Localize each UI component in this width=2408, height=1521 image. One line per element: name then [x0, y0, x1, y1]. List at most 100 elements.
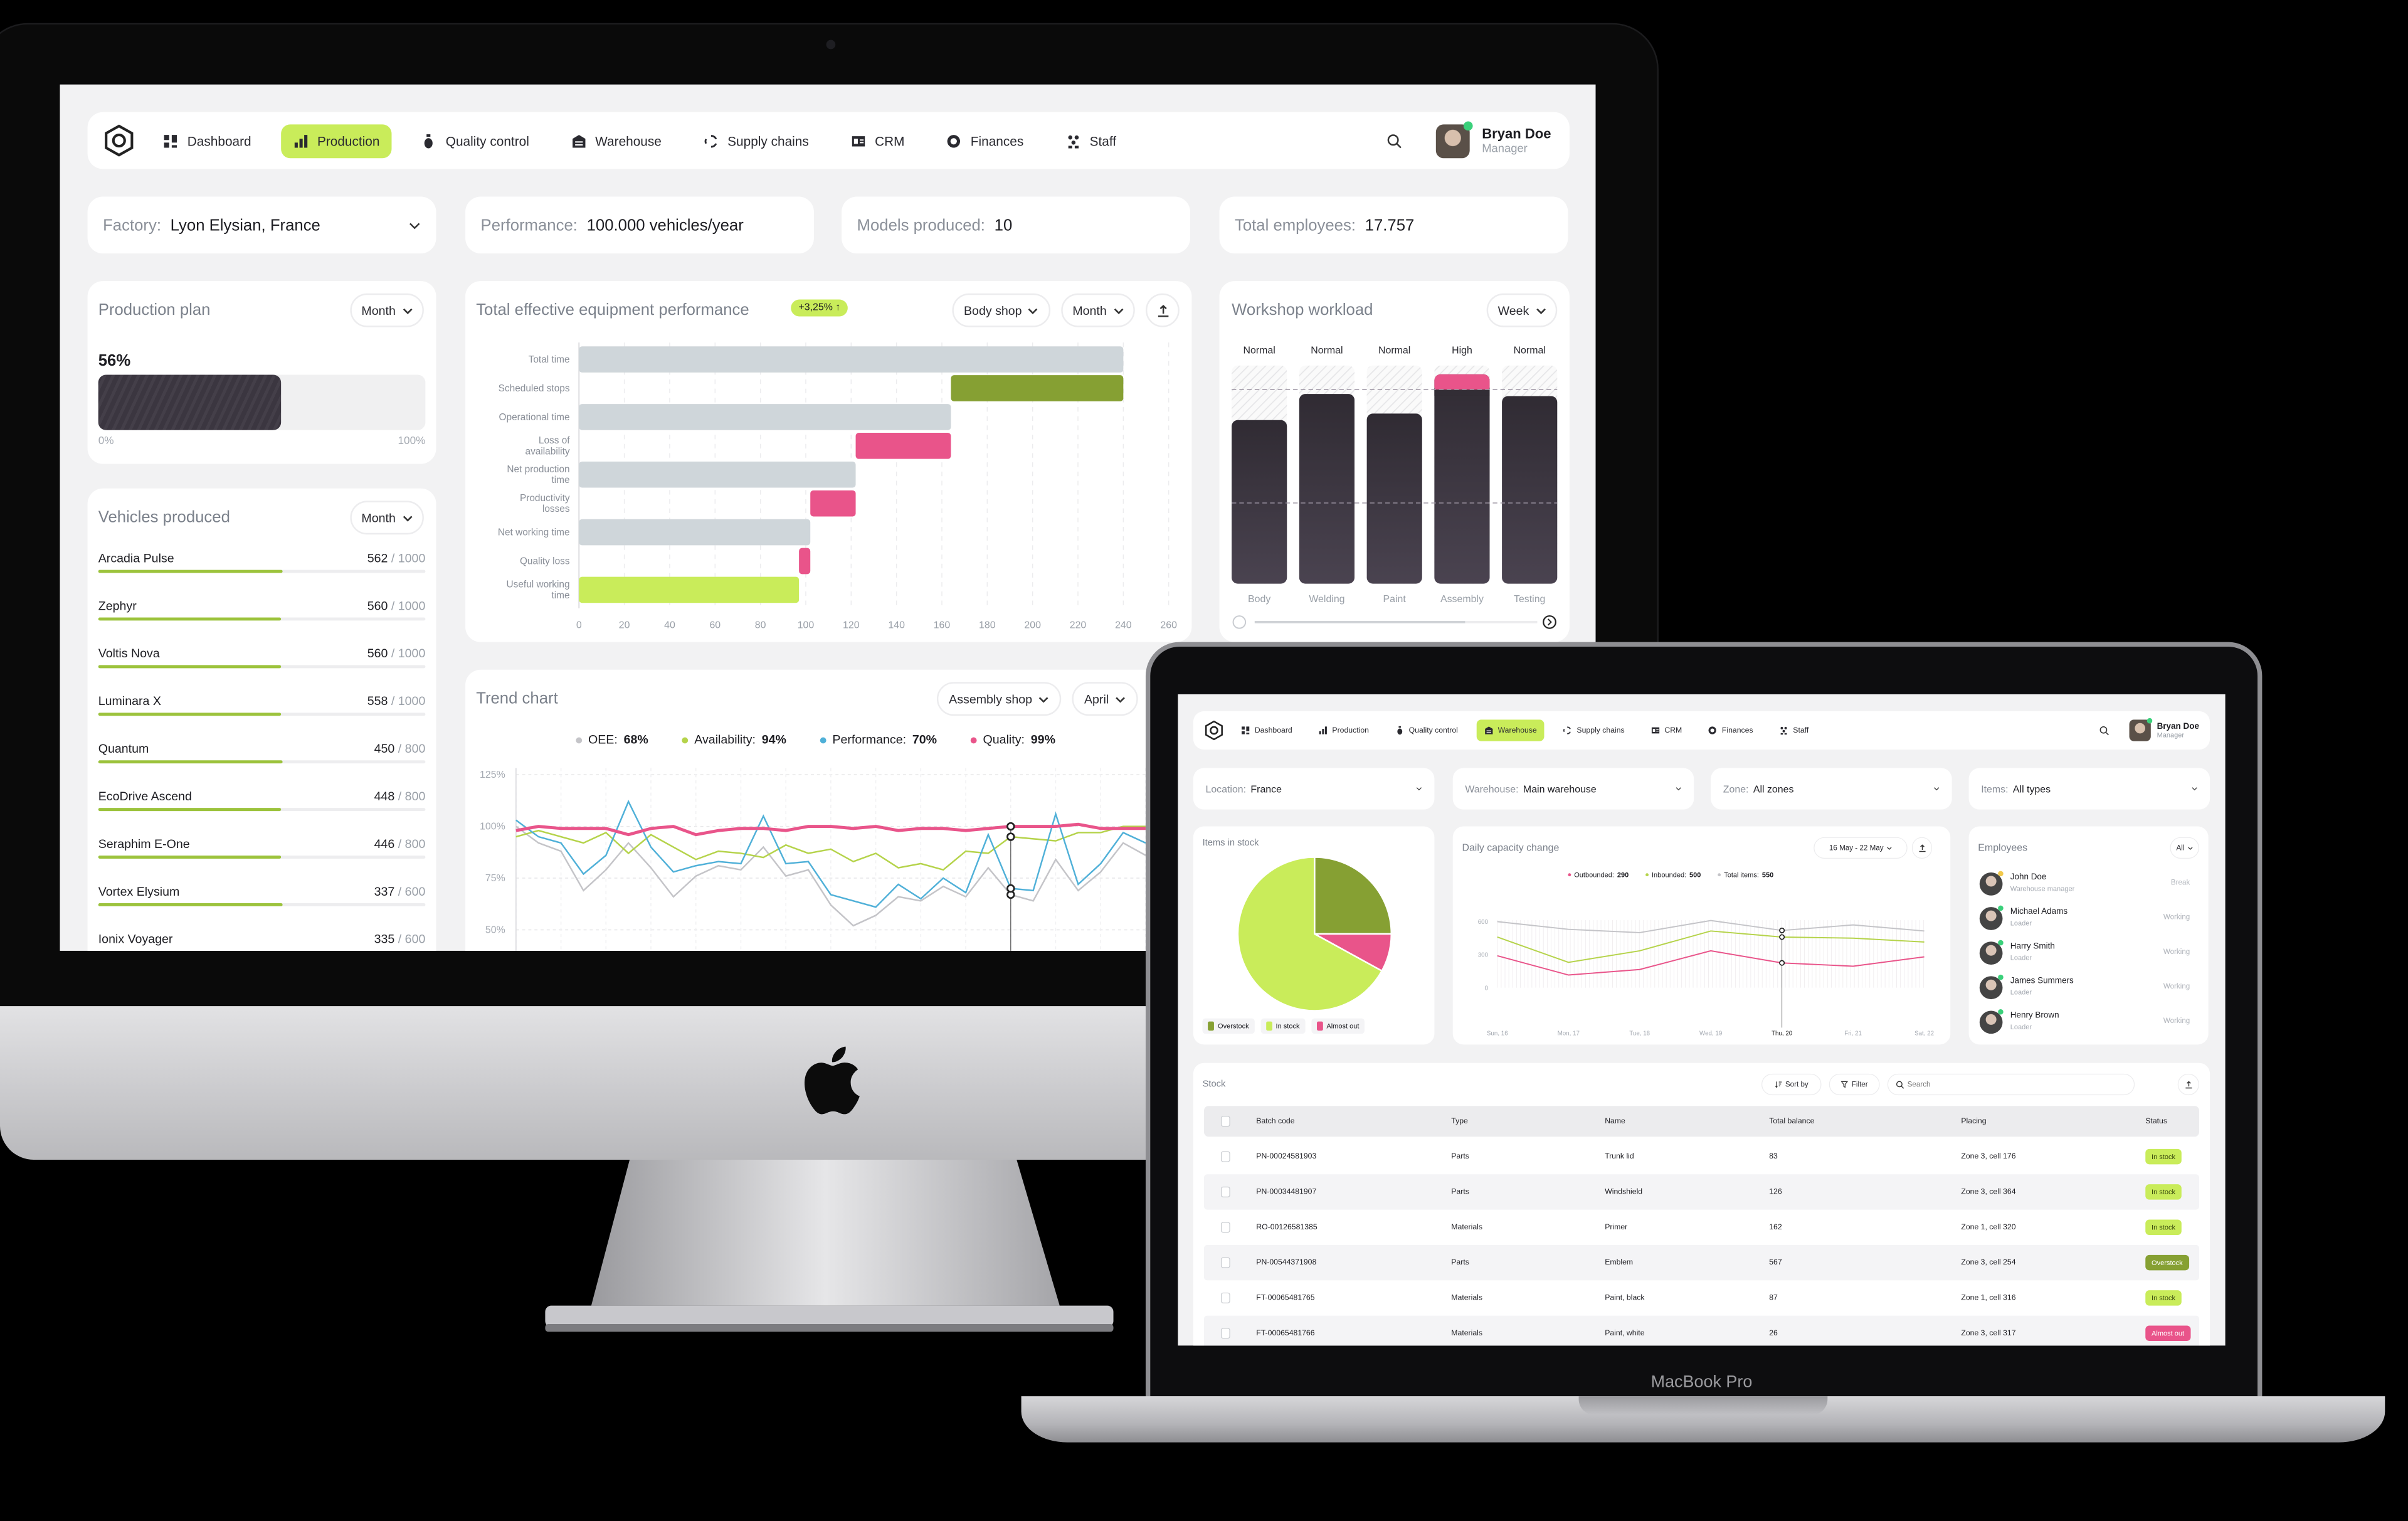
target-count: / 800	[398, 837, 426, 851]
filter-factory[interactable]: Factory:Lyon Elysian, France	[88, 196, 436, 253]
column-header[interactable]: Type	[1451, 1117, 1468, 1125]
period-dropdown[interactable]: Month	[350, 501, 424, 534]
row-checkbox[interactable]	[1221, 1152, 1230, 1162]
nav-item-label: Production	[317, 133, 380, 148]
app-logo-icon[interactable]	[103, 124, 135, 156]
row-checkbox[interactable]	[1221, 1258, 1230, 1268]
status-badge: Overstock	[2145, 1255, 2189, 1270]
bar-net-production-time	[579, 462, 855, 488]
user-role: Manager	[1482, 141, 1551, 155]
workload-status-label: Normal	[1311, 345, 1343, 356]
chevron-down-icon	[2187, 845, 2193, 851]
nav-item-supply-chains[interactable]: Supply chains	[1555, 719, 1632, 741]
nav-item-warehouse[interactable]: Warehouse	[558, 124, 673, 157]
vehicle-count: 337 / 600	[374, 885, 426, 899]
column-header[interactable]: Placing	[1961, 1117, 1986, 1125]
produced-count: 337	[374, 885, 395, 899]
status-badge: In stock	[2145, 1184, 2182, 1199]
export-button[interactable]	[2178, 1074, 2199, 1095]
nav-item-staff[interactable]: Staff	[1772, 719, 1816, 741]
column-header[interactable]: Total balance	[1769, 1117, 1814, 1125]
column-header[interactable]: Batch code	[1256, 1117, 1294, 1125]
workload-status-label: High	[1452, 345, 1472, 356]
nav-item-production[interactable]: Production	[280, 124, 392, 157]
employee-filter-dropdown[interactable]: All	[2170, 837, 2199, 859]
nav-item-finances[interactable]: Finances	[934, 124, 1036, 157]
sort-button[interactable]: Sort by	[1761, 1074, 1822, 1095]
series-line-outbounded	[1497, 951, 1925, 975]
production-progress-bar	[98, 375, 426, 430]
produced-count: 335	[374, 933, 395, 946]
vehicle-progress-fill	[98, 570, 282, 573]
bar-quality-loss	[799, 548, 810, 575]
user-avatar[interactable]	[2130, 719, 2151, 741]
grid-icon	[1241, 726, 1250, 735]
stock-search-field[interactable]	[1888, 1074, 2135, 1095]
row-checkbox[interactable]	[1221, 1222, 1230, 1232]
stock-search-input[interactable]	[1908, 1080, 2115, 1088]
chevron-down-icon	[402, 305, 413, 315]
legend-label: Almost out	[1326, 1022, 1359, 1030]
nav-item-quality-control[interactable]: Quality control	[409, 124, 541, 157]
produced-count: 560	[367, 599, 388, 613]
id-card-icon	[850, 133, 865, 148]
series-line-inbounded	[1497, 931, 1925, 962]
chevron-right-icon	[1548, 619, 1551, 625]
user-avatar[interactable]	[1436, 124, 1470, 157]
total-balance-cell: 567	[1769, 1258, 1782, 1266]
row-checkbox[interactable]	[1221, 1293, 1230, 1303]
filter-items[interactable]: Items:All types	[1969, 768, 2210, 810]
nav-item-crm[interactable]: CRM	[838, 124, 917, 157]
filter-button[interactable]: Filter	[1829, 1074, 1880, 1095]
column-header[interactable]: Status	[2145, 1117, 2167, 1125]
vehicle-progress-track	[98, 903, 426, 906]
imac-stand	[537, 1160, 1121, 1344]
nav-item-quality-control[interactable]: Quality control	[1387, 719, 1465, 741]
nav-item-dashboard[interactable]: Dashboard	[150, 124, 263, 157]
vehicle-progress-fill	[98, 713, 281, 716]
name-cell: Paint, black	[1605, 1294, 1644, 1302]
type-cell: Materials	[1451, 1329, 1482, 1337]
employee-name: Harry Smith	[2010, 941, 2055, 951]
row-checkbox[interactable]	[1221, 1187, 1230, 1197]
nav-item-crm[interactable]: CRM	[1643, 719, 1689, 741]
period-dropdown[interactable]: Month	[350, 294, 424, 327]
column-header[interactable]: Name	[1605, 1117, 1625, 1125]
filter-zone[interactable]: Zone:All zones	[1711, 768, 1951, 810]
filter-warehouse[interactable]: Warehouse:Main warehouse	[1453, 768, 1694, 810]
hover-point	[1780, 928, 1784, 933]
nav-item-supply-chains[interactable]: Supply chains	[690, 124, 821, 157]
nav-item-production[interactable]: Production	[1311, 719, 1376, 741]
x-tick-label: Sun, 16	[1487, 1031, 1508, 1037]
vehicle-count: 450 / 800	[374, 742, 426, 756]
nav-item-finances[interactable]: Finances	[1701, 719, 1761, 741]
search-icon[interactable]	[2099, 726, 2110, 736]
nav-item-dashboard[interactable]: Dashboard	[1233, 719, 1300, 741]
filter-value: All types	[2013, 783, 2051, 794]
status-badge: Almost out	[2145, 1325, 2190, 1340]
workload-status-label: Normal	[1378, 345, 1410, 356]
row-checkbox[interactable]	[1221, 1328, 1230, 1338]
legend-item: In stock	[1260, 1019, 1305, 1034]
nav-item-warehouse[interactable]: Warehouse	[1476, 719, 1545, 741]
legend-swatch	[1316, 1022, 1323, 1031]
select-all-checkbox[interactable]	[1221, 1116, 1230, 1126]
app-logo-icon[interactable]	[1204, 721, 1224, 741]
nav-item-staff[interactable]: Staff	[1053, 124, 1129, 157]
filter-location[interactable]: Location:France	[1193, 768, 1434, 810]
search-icon[interactable]	[1386, 133, 1402, 148]
